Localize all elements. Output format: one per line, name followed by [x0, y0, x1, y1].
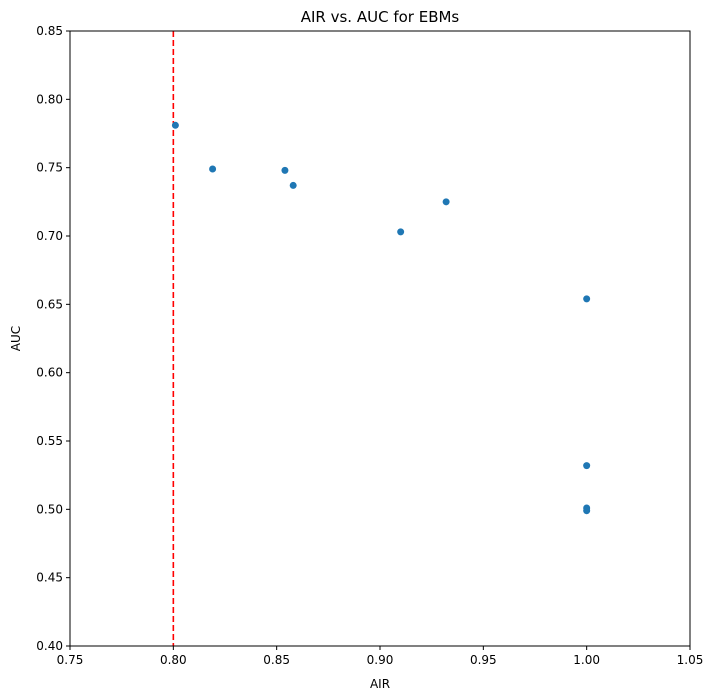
data-point: [209, 165, 217, 173]
x-tick-label: 0.80: [160, 653, 187, 667]
y-tick-label: 0.70: [36, 229, 63, 243]
x-axis-label: AIR: [370, 677, 390, 691]
y-tick-label: 0.65: [36, 297, 63, 311]
y-tick-label: 0.60: [36, 366, 63, 380]
x-axis: 0.75 0.80 0.85 0.90 0.95 1.00 1.05: [57, 646, 704, 667]
data-point: [397, 228, 405, 236]
y-tick-label: 0.40: [36, 639, 63, 653]
y-tick-label: 0.75: [36, 161, 63, 175]
x-tick-label: 1.05: [677, 653, 704, 667]
y-tick-label: 0.80: [36, 92, 63, 106]
x-tick-label: 0.90: [367, 653, 394, 667]
data-point: [442, 198, 450, 206]
y-tick-label: 0.50: [36, 502, 63, 516]
y-tick-label: 0.85: [36, 24, 63, 38]
data-point: [583, 507, 591, 515]
plot-frame: [69, 30, 691, 647]
data-point: [281, 166, 289, 174]
x-tick-label: 0.85: [263, 653, 290, 667]
plot-area: [171, 31, 591, 646]
x-tick-label: 0.95: [470, 653, 497, 667]
data-point: [583, 462, 591, 470]
y-axis-label: AUC: [9, 326, 23, 351]
y-tick-label: 0.45: [36, 571, 63, 585]
data-point: [171, 121, 179, 129]
y-tick-label: 0.55: [36, 434, 63, 448]
x-tick-label: 0.75: [57, 653, 84, 667]
data-point: [583, 295, 591, 303]
chart-title: AIR vs. AUC for EBMs: [301, 8, 460, 26]
data-point: [289, 181, 297, 189]
y-axis: 0.40 0.45 0.50 0.55 0.60 0.65 0.70 0.75 0.80 0.85: [36, 24, 70, 653]
x-tick-label: 1.00: [573, 653, 600, 667]
